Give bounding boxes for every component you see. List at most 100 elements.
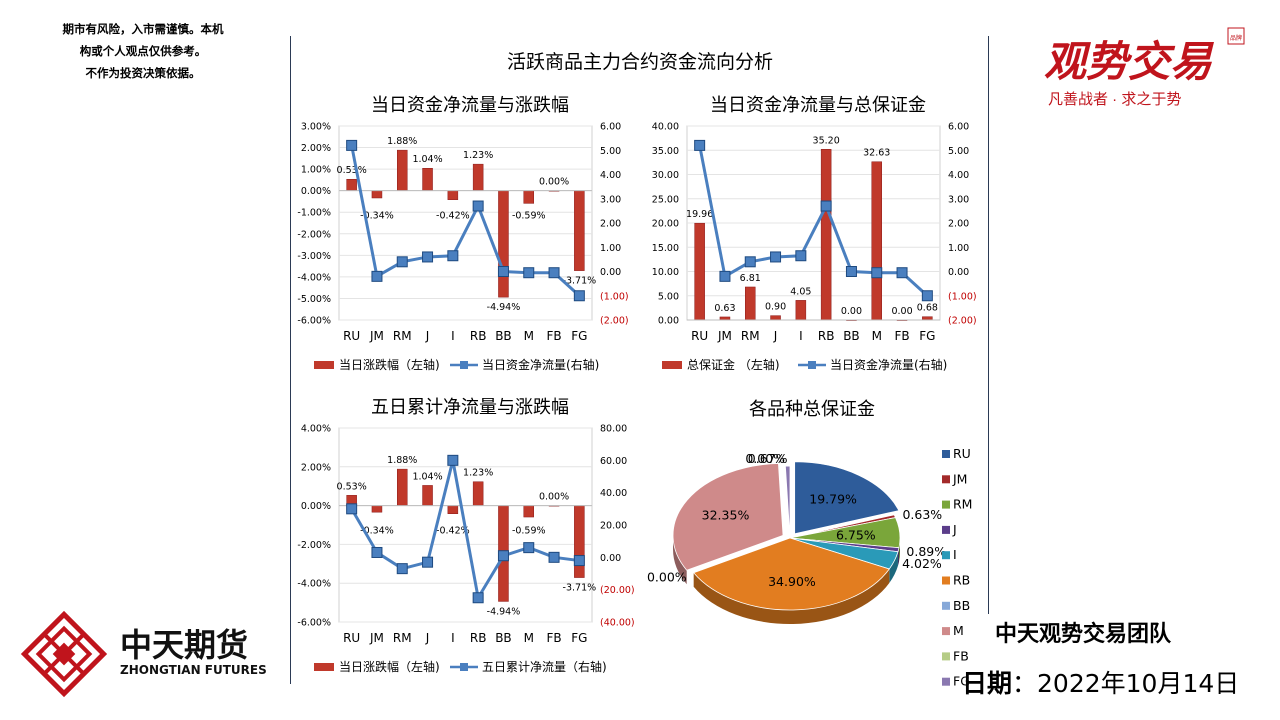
left-tick-label: 20.00 bbox=[652, 219, 679, 230]
slice-label-J: 0.89% bbox=[906, 544, 946, 559]
left-divider bbox=[290, 36, 291, 684]
brand-left-cn: 中天期货 bbox=[120, 626, 248, 664]
right-tick-label: 1.00 bbox=[948, 243, 969, 254]
flow-point-RB bbox=[472, 592, 484, 604]
date-colon: ： bbox=[1012, 669, 1038, 698]
legend-swatch-J bbox=[942, 525, 950, 534]
category-label: FG bbox=[571, 631, 587, 645]
left-tick-label: -6.00% bbox=[297, 316, 331, 327]
right-tick-label: 4.00 bbox=[600, 170, 621, 181]
slice-side-RB bbox=[693, 568, 890, 624]
flow-point-J bbox=[422, 251, 434, 263]
legend-bar-swatch bbox=[314, 361, 334, 369]
slice-label-RU: 19.79% bbox=[809, 492, 857, 507]
data-label-RB: 1.23% bbox=[463, 150, 493, 161]
bar-J bbox=[422, 485, 433, 506]
left-tick-label: -1.00% bbox=[297, 208, 331, 219]
data-label-JM: -0.34% bbox=[360, 211, 394, 222]
legend-label-I: I bbox=[953, 547, 957, 562]
legend-swatch-RB bbox=[942, 576, 950, 585]
date-label: 日期 bbox=[962, 669, 1013, 698]
flow-point-RM bbox=[744, 256, 756, 268]
right-tick-label: 1.00 bbox=[600, 243, 621, 254]
bar-RM bbox=[397, 149, 408, 191]
disclaimer-line-1: 期市有风险，入市需谨慎。本机 bbox=[62, 22, 224, 36]
flow-point-M bbox=[871, 267, 883, 279]
bar-I bbox=[447, 505, 459, 514]
right-tick-label: 6.00 bbox=[600, 122, 621, 133]
legend-bar-label: 总保证金 （左轴) bbox=[687, 357, 780, 372]
brand-left-en: ZHONGTIAN FUTURES bbox=[120, 663, 267, 677]
bar-JM bbox=[371, 190, 383, 199]
bar-I bbox=[447, 190, 459, 200]
data-label-M: 32.63 bbox=[863, 148, 890, 159]
legend-label-BB: BB bbox=[953, 598, 970, 613]
legend-swatch-BB bbox=[942, 601, 950, 610]
legend-swatch-I bbox=[942, 551, 950, 560]
right-tick-label: 0.00 bbox=[600, 267, 621, 278]
category-label: J bbox=[425, 329, 430, 343]
chart-five-day-flow-vs-change: 五日累计净流量与涨跌幅 4.00% 2.00% 0.00% -2.00% -4.00% -6… bbox=[292, 390, 635, 680]
bar-RU bbox=[694, 222, 705, 321]
left-tick-label: 35.00 bbox=[652, 146, 679, 157]
brand-logo-zhongtian: 中天期货 ZHONGTIAN FUTURES bbox=[20, 610, 270, 700]
flow-line bbox=[350, 145, 581, 297]
data-label-FB: 0.00% bbox=[539, 177, 569, 188]
legend-swatch-FB bbox=[942, 652, 950, 661]
legend-line-label: 当日资金净流量(右轴) bbox=[830, 357, 947, 372]
bar-RB bbox=[820, 149, 832, 321]
left-tick-label: 10.00 bbox=[652, 267, 679, 278]
left-tick-label: 0.00 bbox=[658, 316, 679, 327]
legend-bar-swatch bbox=[662, 361, 682, 369]
legend-label-FG: FG bbox=[953, 674, 970, 689]
data-label-FG: -3.71% bbox=[563, 276, 597, 287]
right-tick-label: 60.00 bbox=[600, 456, 627, 467]
main-title: 活跃商品主力合约资金流向分析 bbox=[506, 51, 773, 73]
left-tick-label: 1.00% bbox=[301, 165, 331, 176]
right-tick-label: (40.00) bbox=[600, 618, 635, 629]
left-tick-label: -4.00% bbox=[297, 272, 331, 283]
left-tick-label: -6.00% bbox=[297, 618, 331, 629]
bar-RM bbox=[745, 286, 756, 321]
category-label: I bbox=[451, 329, 455, 343]
date-value: 2022年10月14日 bbox=[1037, 669, 1240, 698]
legend-label-JM: JM bbox=[952, 471, 967, 486]
brand-right-slogan: 凡善战者 · 求之于势 bbox=[1048, 91, 1181, 108]
slice-label-FG: 0.67% bbox=[748, 451, 788, 466]
data-label-J: 1.04% bbox=[412, 471, 442, 482]
data-label-BB: 0.00 bbox=[841, 306, 862, 317]
category-label: RB bbox=[470, 329, 487, 343]
category-label: J bbox=[773, 329, 778, 343]
left-tick-label: 4.00% bbox=[301, 424, 331, 435]
legend-label-FB: FB bbox=[953, 648, 969, 663]
category-label: J bbox=[425, 631, 430, 645]
left-tick-label: 15.00 bbox=[652, 243, 679, 254]
data-label-JM: 0.63 bbox=[714, 303, 735, 314]
chart-daily-flow-vs-margin: 当日资金净流量与总保证金 40.00 35.00 30.00 25.00 20.00 15.… bbox=[640, 88, 980, 378]
right-tick-label: (1.00) bbox=[600, 291, 629, 302]
left-tick-label: 0.00% bbox=[301, 501, 331, 512]
data-label-I: -0.42% bbox=[436, 526, 470, 537]
bar-J bbox=[422, 167, 433, 191]
legend-line-marker bbox=[808, 361, 816, 369]
slice-label-RB: 34.90% bbox=[768, 574, 816, 589]
slice-FG bbox=[784, 465, 791, 539]
category-label: RB bbox=[470, 631, 487, 645]
slice-label-M: 32.35% bbox=[702, 507, 750, 522]
right-tick-label: 0.00 bbox=[948, 267, 969, 278]
bar-M bbox=[523, 505, 534, 518]
bar-RM bbox=[397, 468, 408, 506]
category-label: RU bbox=[343, 329, 360, 343]
legend-line-marker bbox=[460, 361, 468, 369]
slice-RB bbox=[692, 537, 890, 611]
flow-point-FB bbox=[548, 267, 560, 279]
slice-M bbox=[672, 463, 784, 571]
bar-JM bbox=[371, 505, 383, 513]
data-label-FG: 0.68 bbox=[917, 303, 938, 314]
legend-line-label: 五日累计净流量（右轴) bbox=[482, 659, 607, 674]
data-label-BB: -4.94% bbox=[487, 606, 521, 617]
legend-swatch-RM bbox=[942, 500, 950, 509]
bar-I bbox=[795, 300, 807, 321]
category-label: RM bbox=[393, 631, 412, 645]
data-label-RM: 1.88% bbox=[387, 455, 417, 466]
